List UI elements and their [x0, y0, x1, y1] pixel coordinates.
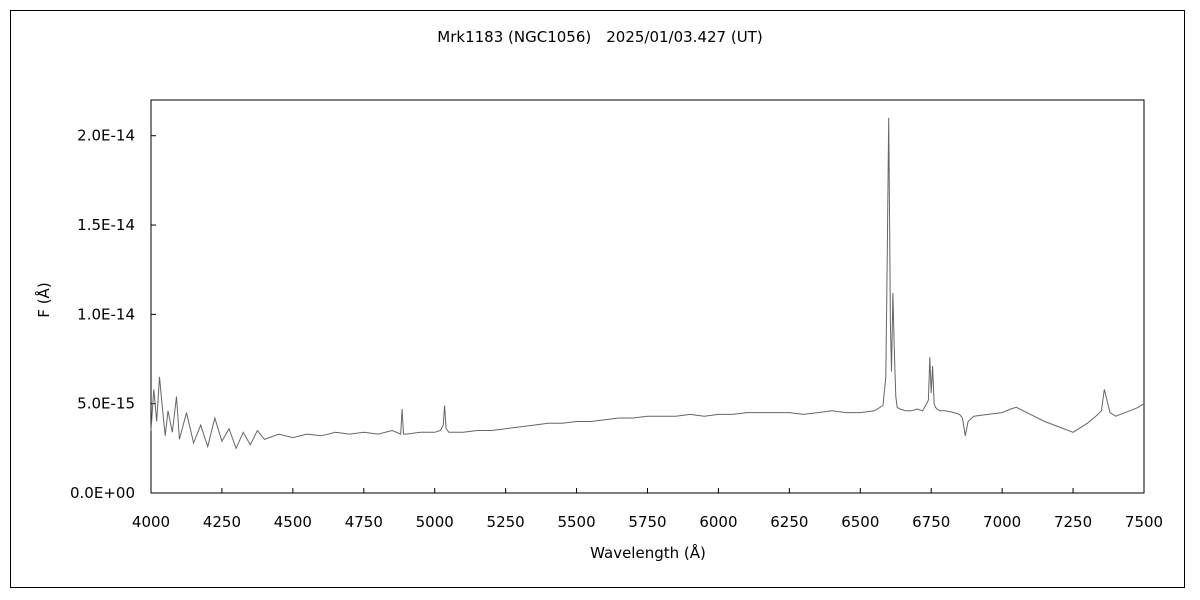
x-tick-label: 6750	[912, 513, 950, 531]
x-tick-label: 5500	[557, 513, 595, 531]
x-tick-label: 7000	[983, 513, 1021, 531]
series-group	[150, 117, 1145, 450]
chart-frame	[10, 10, 1185, 588]
y-tick-label: 5.0E-15	[77, 395, 135, 413]
x-tick-label: 6250	[770, 513, 808, 531]
x-tick-label: 4750	[345, 513, 383, 531]
x-tick-label: 5750	[628, 513, 666, 531]
x-tick-label: 7500	[1125, 513, 1163, 531]
chart-title: Mrk1183 (NGC1056) 2025/01/03.427 (UT)	[437, 28, 763, 46]
plot-area	[150, 99, 1145, 494]
x-tick-label: 7250	[1054, 513, 1092, 531]
x-axis-label: Wavelength (Å)	[590, 544, 706, 562]
x-tick-label: 4500	[274, 513, 312, 531]
y-tick-label: 1.0E-14	[77, 305, 135, 323]
x-tick-label: 4250	[203, 513, 241, 531]
x-tick-label: 6000	[699, 513, 737, 531]
x-tick-label: 4000	[132, 513, 170, 531]
x-tick-label: 6500	[841, 513, 879, 531]
axis-ticks: 4000 4250 4500 4750 5000 5250 5500 5750 6000 6250…	[70, 127, 1163, 531]
x-tick-label: 5000	[416, 513, 454, 531]
y-tick-label: 2.0E-14	[77, 127, 135, 145]
spectrum-line	[150, 117, 1145, 450]
y-tick-label: 1.5E-14	[77, 216, 135, 234]
y-tick-label: 0.0E+00	[70, 484, 135, 502]
x-tick-label: 5250	[487, 513, 525, 531]
